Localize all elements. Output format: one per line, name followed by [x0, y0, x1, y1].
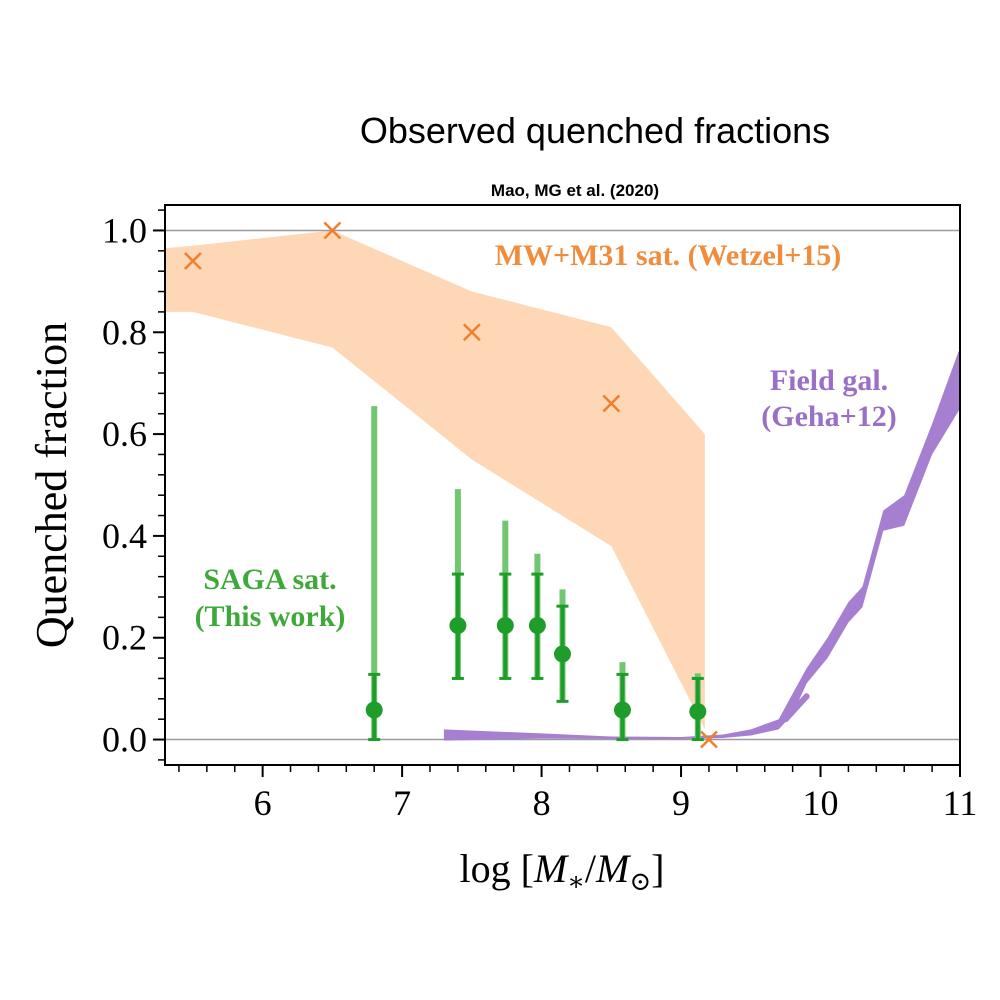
plot-frame	[164, 204, 961, 766]
saga-label-line1: SAGA sat.	[203, 563, 336, 596]
field-band-spur	[782, 693, 810, 723]
mw-m31-band	[165, 230, 705, 730]
y-axis-label: Quenched fraction	[27, 322, 76, 648]
saga-point	[689, 673, 707, 742]
x-axis-label: log [M∗/M⊙]	[459, 846, 664, 896]
mw-m31-marker	[700, 730, 718, 749]
y-tick-label: 1.0	[102, 210, 147, 250]
saga-point	[365, 406, 383, 742]
saga-marker	[613, 701, 631, 719]
y-tick-label: 0.8	[102, 312, 147, 352]
mw-m31-label: MW+M31 sat. (Wetzel+15)	[495, 239, 842, 272]
x-axis-label-num: M	[533, 846, 570, 891]
saga-marker	[689, 703, 707, 721]
y-tick-label: 0.2	[102, 618, 147, 658]
y-tick-label: 0.0	[102, 720, 147, 760]
field-label-line2: (Geha+12)	[761, 400, 896, 433]
x-tick-label: 9	[672, 783, 690, 823]
saga-point	[449, 489, 467, 680]
x-tick-label: 8	[533, 783, 551, 823]
field-band	[443, 347, 960, 741]
x-axis-label-den-sub: ⊙	[629, 867, 651, 896]
field-label-line1: Field gal.	[770, 364, 888, 397]
saga-point	[554, 589, 571, 703]
saga-marker	[554, 645, 571, 663]
x-axis-label-den: M	[595, 846, 632, 891]
saga-marker	[365, 701, 383, 719]
saga-point	[496, 520, 514, 680]
y-tick-label: 0.4	[102, 516, 147, 556]
page-title: Observed quenched fractions	[359, 110, 831, 151]
x-axis-label-prefix: log [	[459, 846, 533, 891]
saga-marker	[528, 617, 546, 635]
x-axis-label-num-sub: ∗	[567, 867, 585, 896]
y-tick-label: 0.6	[102, 414, 147, 454]
x-axis-label-suffix: ]	[651, 846, 664, 891]
x-tick-label: 10	[803, 783, 839, 823]
saga-point	[613, 662, 631, 742]
mw-m31-marker	[184, 252, 202, 270]
saga-marker	[449, 617, 467, 635]
page-subtitle: Mao, MG et al. (2020)	[490, 181, 660, 200]
mw-m31-marker	[323, 221, 342, 240]
x-tick-label: 7	[393, 783, 411, 823]
x-tick-label: 11	[943, 783, 978, 823]
saga-point	[528, 553, 546, 680]
x-axis-label-slash: /	[585, 846, 597, 891]
mw-m31-marker	[602, 394, 621, 413]
saga-marker	[496, 617, 514, 635]
saga-label-line2: (This work)	[195, 600, 346, 633]
x-tick-label: 6	[254, 783, 272, 823]
mw-m31-marker	[462, 323, 481, 342]
